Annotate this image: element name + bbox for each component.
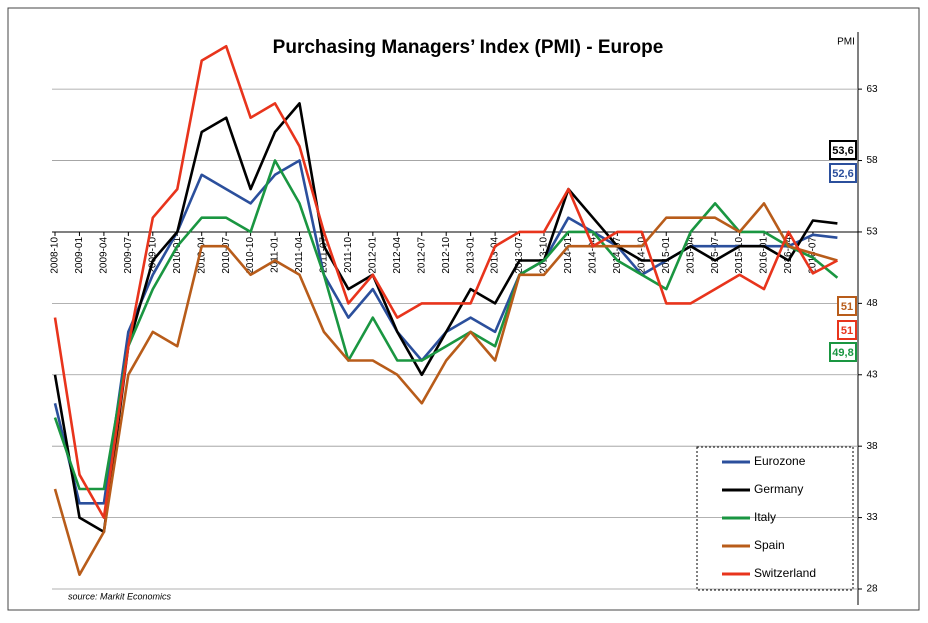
y-axis-label: PMI: [837, 37, 855, 48]
y-tick-label: 48: [866, 298, 878, 309]
x-tick-label: 2016-04: [783, 237, 794, 274]
x-tick-label: 2014-07: [612, 237, 623, 274]
source: source: Markit Economics: [68, 591, 172, 601]
x-tick-label: 2009-10: [147, 237, 158, 274]
legend-label: Switzerland: [754, 566, 816, 580]
series-line: [53, 102, 838, 534]
end-label-box: [829, 163, 857, 183]
legend-label: Spain: [754, 538, 785, 552]
x-tick-label: 2012-01: [367, 237, 378, 274]
legend-label: Germany: [754, 482, 803, 496]
x-tick-label: 2011-01: [270, 237, 281, 273]
y-tick-label: 58: [866, 155, 878, 166]
y-tick-label: 53: [866, 227, 878, 238]
x-tick-label: 2013-04: [490, 237, 501, 274]
y-tick-label: 43: [866, 369, 878, 380]
end-label: 51: [841, 325, 853, 337]
series-line: [53, 159, 839, 491]
end-label-box: [837, 296, 857, 316]
x-tick-label: 2015-01: [661, 237, 672, 274]
x-tick-label: 2013-10: [539, 237, 550, 274]
x-tick-label: 2012-07: [416, 237, 427, 274]
legend-label: Italy: [754, 510, 776, 524]
end-label: 53,6: [832, 145, 853, 157]
x-tick-label: 2011-07: [319, 237, 330, 273]
x-tick-label: 2015-10: [734, 237, 745, 274]
end-label-box: [829, 342, 857, 362]
y-tick-label: 38: [866, 441, 878, 452]
x-tick-label: 2010-01: [172, 237, 183, 274]
x-tick-label: 2013-01: [465, 237, 476, 274]
x-tick-label: 2014-04: [588, 237, 599, 274]
end-label: 52,6: [832, 168, 853, 180]
x-tick-label: 2014-01: [563, 237, 574, 274]
x-tick-label: 2011-10: [343, 237, 354, 273]
x-tick-label: 2009-04: [99, 237, 110, 274]
y-tick-label: 28: [866, 584, 878, 595]
chart-title: Purchasing Managers’ Index (PMI) - Europ…: [273, 37, 664, 58]
x-tick-label: 2016-07: [808, 237, 819, 274]
end-label-box: [829, 140, 857, 160]
x-tick-label: 2012-04: [392, 237, 403, 274]
x-tick-label: 2016-01: [759, 237, 770, 274]
x-tick-label: 2008-10: [50, 237, 61, 274]
end-label-box: [837, 320, 857, 340]
y-tick-label: 33: [866, 512, 878, 523]
x-tick-label: 2009-07: [123, 237, 134, 274]
legend-label: Eurozone: [754, 454, 806, 468]
y-tick-label: 63: [866, 84, 878, 95]
x-tick-label: 2010-04: [196, 237, 207, 274]
x-tick-label: 2013-07: [514, 237, 525, 274]
series-line: [53, 202, 838, 576]
x-tick-label: 2012-10: [441, 237, 452, 274]
x-tick-label: 2009-01: [74, 237, 85, 274]
series-line: [53, 45, 839, 519]
x-tick-label: 2011-04: [294, 237, 305, 273]
x-tick-label: 2010-10: [245, 237, 256, 274]
x-tick-label: 2014-10: [636, 237, 647, 274]
x-tick-label: 2010-07: [221, 237, 232, 274]
end-label: 51: [841, 301, 853, 313]
x-tick-label: 2015-07: [710, 237, 721, 274]
x-tick-label: 2015-04: [685, 237, 696, 274]
end-label: 49,8: [832, 347, 853, 359]
